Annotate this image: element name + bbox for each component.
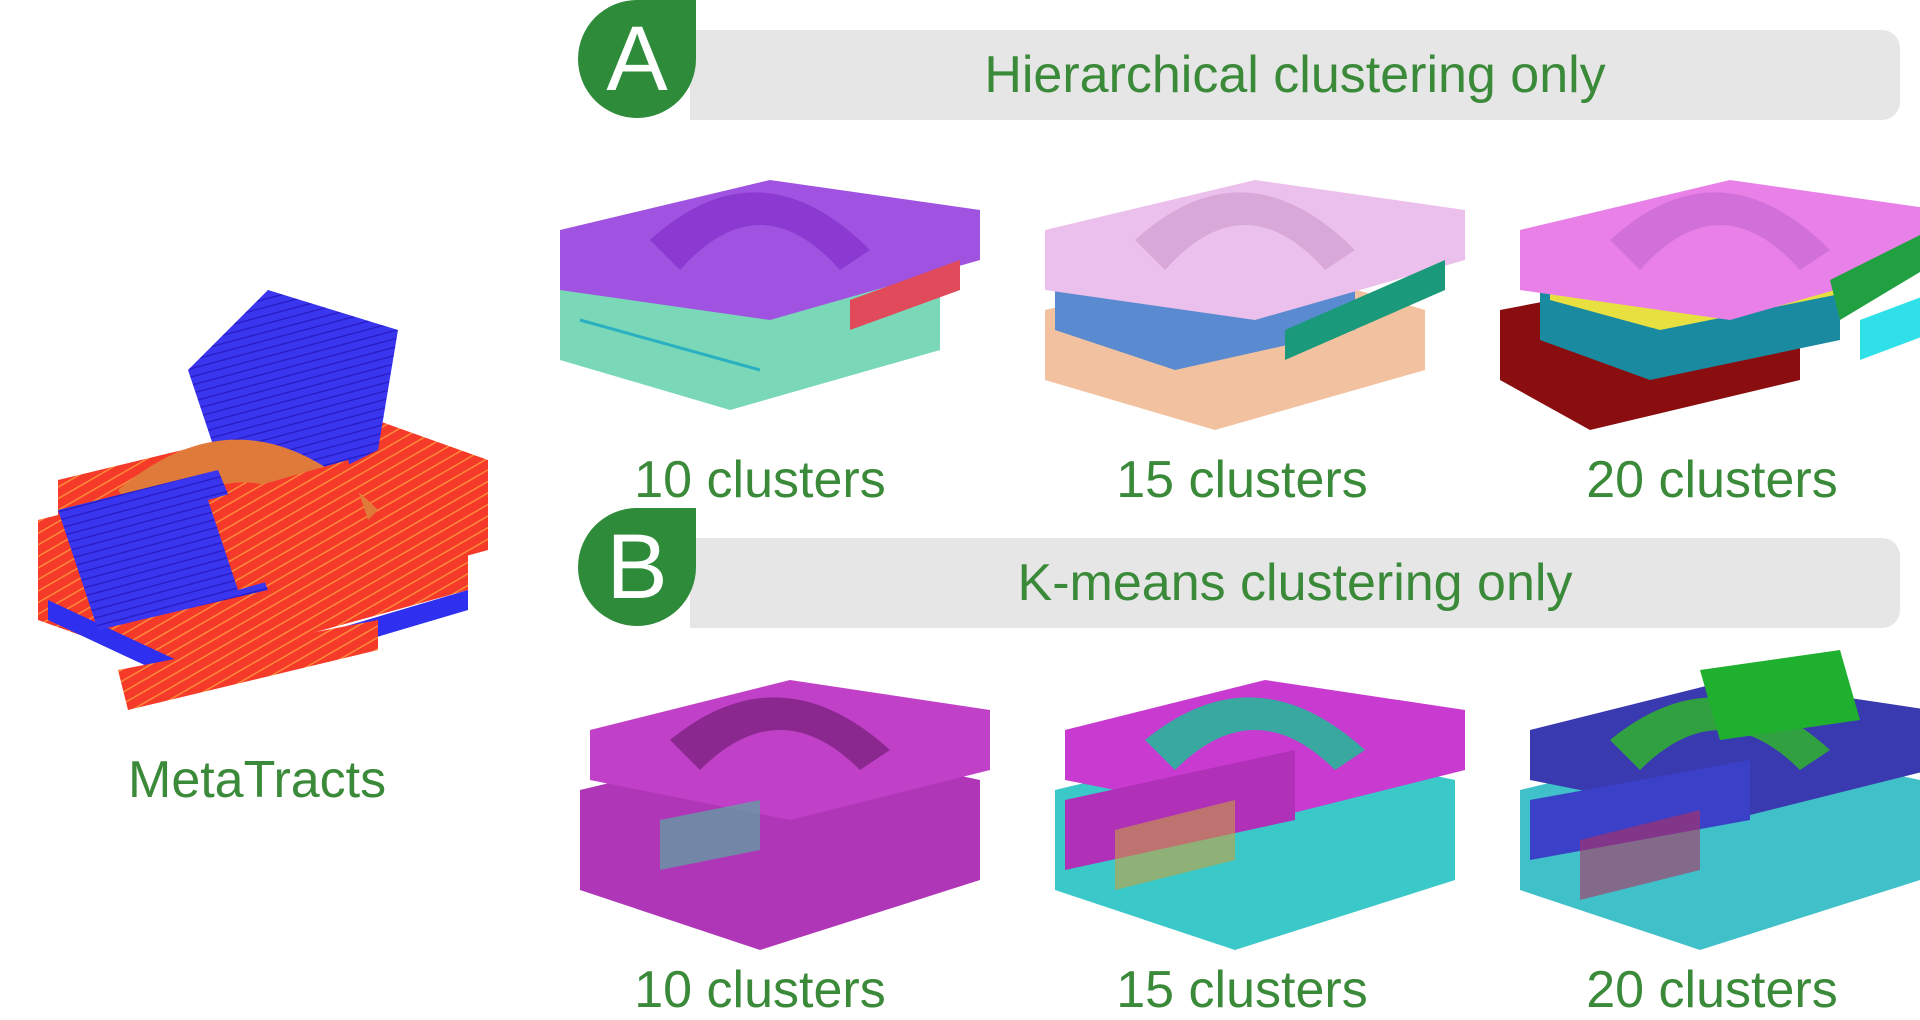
panel-a-caption-15: 15 clusters (1116, 451, 1368, 509)
metatracts-label: MetaTracts (128, 751, 387, 809)
metatracts-render (38, 290, 488, 710)
panel-a-render-10 (560, 180, 980, 410)
panel-a-badge: A (578, 0, 696, 118)
panel-b-caption-10: 10 clusters (634, 961, 886, 1019)
panel-b-caption-15: 15 clusters (1116, 961, 1368, 1019)
panel-b-caption-20: 20 clusters (1586, 961, 1838, 1019)
panel-b-render-20 (1520, 650, 1920, 950)
panel-a-caption-20: 20 clusters (1586, 451, 1838, 509)
panel-a-title: Hierarchical clustering only (690, 30, 1900, 120)
panel-a-render-15 (1045, 180, 1465, 430)
panel-b-render-15 (1055, 680, 1465, 950)
panel-b-badge: B (578, 508, 696, 626)
panel-a-render-20 (1500, 180, 1920, 430)
panel-b-title: K-means clustering only (690, 538, 1900, 628)
panel-b-render-10 (580, 680, 990, 950)
panel-a-caption-10: 10 clusters (634, 451, 886, 509)
